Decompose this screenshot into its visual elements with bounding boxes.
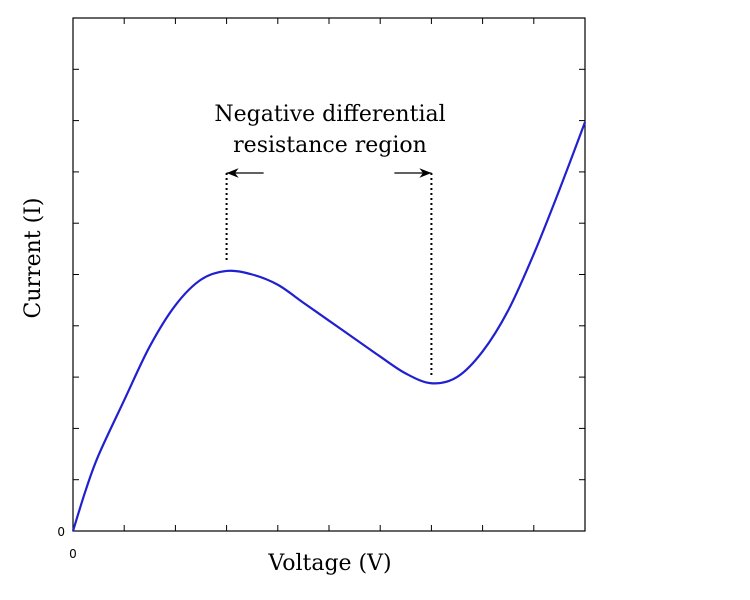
iv-curve [71, 121, 587, 532]
plot-frame [72, 17, 586, 532]
y-tick-label: 0 [57, 525, 65, 539]
x-axis-label: Voltage (V) [267, 551, 391, 576]
annotation-text: Negative differential [214, 102, 445, 127]
x-tick-label: 0 [69, 547, 77, 561]
y-axis-label: Current (I) [21, 198, 46, 319]
annotation-text: resistance region [233, 133, 427, 158]
